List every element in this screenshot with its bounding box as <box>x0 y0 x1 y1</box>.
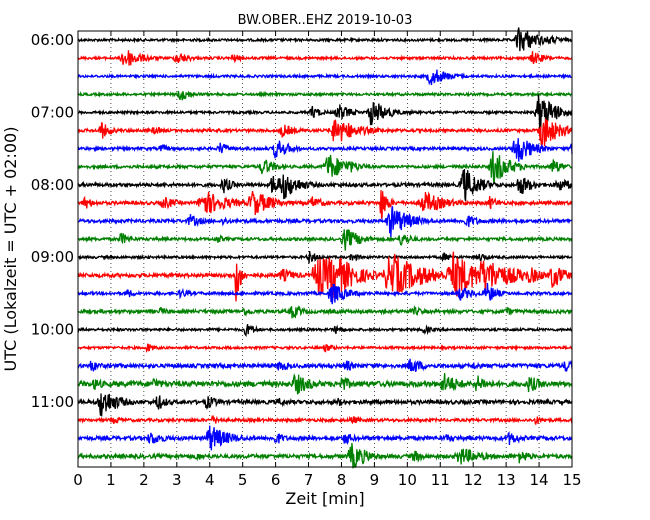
x-axis-label: Zeit [min] <box>285 489 364 508</box>
trace-0800 <box>77 169 573 201</box>
trace-0700 <box>77 94 573 131</box>
x-tick-label: 14 <box>530 471 549 489</box>
seismogram-traces <box>77 27 573 469</box>
y-tick-label: 08:00 <box>31 176 74 194</box>
y-tick-label: 10:00 <box>31 321 74 339</box>
x-tick-label: 12 <box>464 471 483 489</box>
y-tick-label: 11:00 <box>31 393 74 411</box>
trace-0715 <box>77 118 573 147</box>
y-axis-ticks: 06:00 07:00 08:00 09:00 10:00 11:00 <box>31 31 572 411</box>
x-tick-label: 13 <box>497 471 516 489</box>
y-axis-label: UTC (Lokalzeit = UTC + 02:00) <box>1 127 20 372</box>
trace-1100 <box>77 393 573 417</box>
trace-0615 <box>77 50 573 66</box>
trace-1115 <box>77 415 573 426</box>
plot-frame <box>77 30 573 468</box>
trace-1145 <box>77 443 573 469</box>
trace-0815 <box>77 190 573 220</box>
y-tick-label: 06:00 <box>31 31 74 49</box>
x-tick-label: 9 <box>370 471 380 489</box>
trace-0745 <box>77 151 573 185</box>
x-tick-label: 2 <box>139 471 149 489</box>
trace-1000 <box>77 324 573 337</box>
x-tick-label: 4 <box>205 471 215 489</box>
trace-1045 <box>77 373 573 395</box>
trace-0915 <box>77 251 573 302</box>
x-tick-label: 8 <box>337 471 347 489</box>
x-tick-label: 11 <box>431 471 450 489</box>
trace-1015 <box>77 343 573 353</box>
x-axis-ticks: 0 1 2 3 4 5 6 7 8 9 10 11 12 13 14 15 <box>73 31 582 489</box>
x-tick-label: 1 <box>106 471 116 489</box>
trace-1030 <box>77 358 573 373</box>
trace-0600 <box>77 27 573 52</box>
x-tick-label: 15 <box>562 471 581 489</box>
trace-0645 <box>77 90 573 101</box>
x-tick-label: 5 <box>238 471 248 489</box>
x-tick-label: 7 <box>304 471 314 489</box>
trace-1130 <box>77 425 573 451</box>
y-tick-label: 07:00 <box>31 103 74 121</box>
trace-0830 <box>77 206 573 238</box>
x-tick-label: 3 <box>172 471 182 489</box>
trace-0630 <box>77 69 573 86</box>
chart-title: BW.OBER..EHZ 2019-10-03 <box>238 13 413 28</box>
x-tick-label: 6 <box>271 471 281 489</box>
trace-0900 <box>77 250 573 264</box>
trace-0930 <box>77 283 573 305</box>
y-tick-label: 09:00 <box>31 248 74 266</box>
x-tick-label: 0 <box>73 471 83 489</box>
x-tick-label: 10 <box>398 471 417 489</box>
trace-0730 <box>77 138 573 162</box>
trace-0845 <box>77 229 573 251</box>
trace-0945 <box>77 304 573 319</box>
